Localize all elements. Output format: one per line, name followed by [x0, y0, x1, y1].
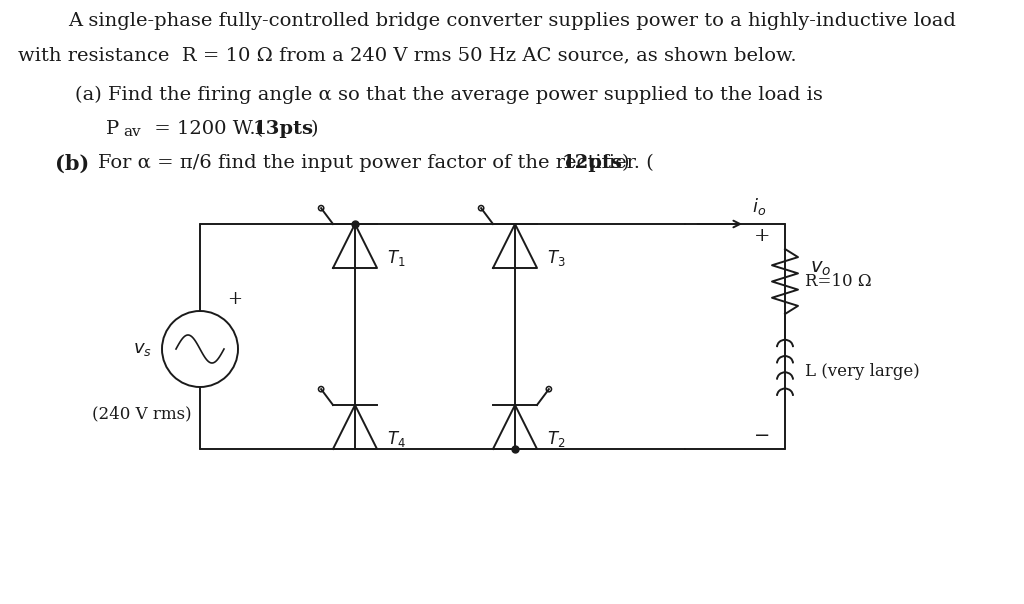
Text: $T_2$: $T_2$ [547, 429, 565, 449]
Text: −: − [754, 427, 770, 445]
Text: $T_4$: $T_4$ [387, 429, 406, 449]
Text: 12pts: 12pts [562, 154, 623, 172]
Text: +: + [754, 227, 770, 245]
Text: $\it{v}_s$: $\it{v}_s$ [132, 340, 152, 358]
Text: (b): (b) [55, 154, 89, 174]
Text: = 1200 W.(: = 1200 W.( [148, 120, 263, 138]
Text: av: av [123, 125, 140, 139]
Text: R=10 Ω: R=10 Ω [805, 273, 871, 290]
Text: +: + [227, 290, 243, 308]
Text: L (very large): L (very large) [805, 363, 920, 380]
Text: $\it{i}_o$: $\it{i}_o$ [752, 196, 766, 217]
Text: $\it{v}_o$: $\it{v}_o$ [810, 260, 831, 278]
Text: with resistance  R = 10 Ω from a 240 V rms 50 Hz AC source, as shown below.: with resistance R = 10 Ω from a 240 V rm… [18, 46, 797, 64]
Text: A single-phase fully-controlled bridge converter supplies power to a highly-indu: A single-phase fully-controlled bridge c… [68, 12, 956, 30]
Text: For α = π/6 find the input power factor of the rectifier. (: For α = π/6 find the input power factor … [98, 154, 654, 172]
Text: (a) Find the firing angle α so that the average power supplied to the load is: (a) Find the firing angle α so that the … [75, 86, 823, 104]
Text: 13pts: 13pts [253, 120, 314, 138]
Text: P: P [106, 120, 119, 138]
Text: ): ) [622, 154, 630, 172]
Text: $T_3$: $T_3$ [547, 248, 565, 268]
Text: $T_1$: $T_1$ [387, 248, 406, 268]
Text: (240 V rms): (240 V rms) [92, 405, 191, 423]
Text: ): ) [311, 120, 318, 138]
